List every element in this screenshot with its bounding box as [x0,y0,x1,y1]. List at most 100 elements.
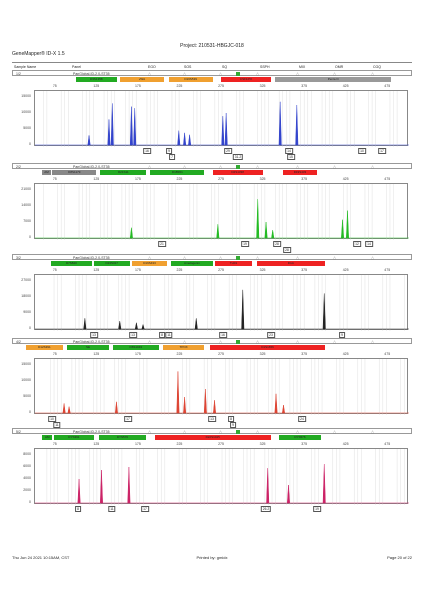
allele-peak[interactable] [77,478,81,504]
status-triangle-icon[interactable]: △ [296,71,300,76]
allele-peak[interactable] [322,463,326,504]
status-triangle-icon[interactable]: △ [371,71,375,76]
status-triangle-icon[interactable]: △ [296,255,300,260]
electropherogram-plot[interactable] [34,448,409,505]
allele-call-box[interactable]: 17 [124,416,132,422]
allele-call-box[interactable]: 16 [143,148,151,154]
marker-bin[interactable]: vWA [119,77,165,82]
status-triangle-icon[interactable]: △ [256,339,260,344]
allele-peak[interactable] [107,119,111,146]
status-triangle-icon[interactable]: △ [183,339,187,344]
marker-bin[interactable]: AM [42,170,51,175]
marker-bin[interactable]: D2S1338 [212,170,263,175]
status-triangle-icon[interactable]: △ [148,429,152,434]
status-triangle-icon[interactable]: △ [148,339,152,344]
status-triangle-icon[interactable]: △ [333,339,337,344]
allele-peak[interactable] [256,199,260,239]
marker-bin[interactable]: D21S11 [100,170,147,175]
allele-call-box[interactable]: 14 [285,148,293,154]
status-triangle-icon[interactable]: △ [333,71,337,76]
status-triangle-icon[interactable]: △ [296,164,300,169]
allele-peak[interactable] [213,400,216,414]
allele-call-box[interactable]: 26.2 [260,506,272,512]
status-triangle-icon[interactable]: △ [371,429,375,434]
marker-bin[interactable]: TPOX [162,345,205,350]
status-triangle-icon[interactable]: △ [333,164,337,169]
allele-peak[interactable] [118,320,122,330]
allele-call-box[interactable]: 7 [169,154,175,160]
allele-call-box[interactable]: 14 [365,241,373,247]
allele-call-box[interactable]: 9 [339,332,345,338]
marker-bin[interactable]: DYS391 [53,435,94,440]
allele-call-box[interactable]: 9 [166,148,172,154]
allele-peak[interactable] [188,134,192,146]
allele-peak[interactable] [177,130,181,146]
status-triangle-icon[interactable]: △ [219,164,223,169]
allele-peak[interactable] [194,318,198,330]
status-triangle-icon[interactable]: △ [333,429,337,434]
allele-peak[interactable] [241,289,245,330]
status-triangle-icon[interactable]: △ [148,71,152,76]
allele-peak[interactable] [176,371,180,414]
allele-call-box[interactable]: 19 [241,241,249,247]
marker-bin[interactable]: Amelogenin [171,261,213,266]
allele-peak[interactable] [133,108,137,146]
allele-call-box[interactable]: 23 [267,332,275,338]
marker-bin[interactable]: D6S1043 [112,345,159,350]
allele-call-box[interactable]: 21 [158,241,166,247]
allele-call-box[interactable]: 13 [90,332,98,338]
allele-call-box[interactable]: 10 [48,416,56,422]
allele-peak[interactable] [83,318,87,330]
allele-peak[interactable] [287,484,290,504]
allele-peak[interactable] [67,406,71,414]
status-triangle-icon[interactable]: △ [256,255,260,260]
allele-call-box[interactable]: 13 [129,332,137,338]
status-triangle-icon[interactable]: △ [148,255,152,260]
allele-call-box[interactable]: 11 [53,422,61,428]
allele-call-box[interactable]: 11 [108,506,116,512]
allele-peak[interactable] [129,227,133,239]
marker-bin[interactable]: AM [42,435,53,440]
status-triangle-icon[interactable]: △ [371,164,375,169]
allele-peak[interactable] [129,106,133,146]
allele-peak[interactable] [341,219,344,239]
allele-call-box[interactable]: 17 [141,506,149,512]
marker-bin[interactable]: D16S539 [168,77,213,82]
allele-call-box[interactable]: 8 [159,332,165,338]
marker-bin[interactable]: D22S1045 [154,435,271,440]
allele-peak[interactable] [183,132,187,146]
marker-bin[interactable]: Penta D [275,77,392,82]
marker-bin[interactable]: D18S51 [150,170,205,175]
allele-call-box[interactable]: 24 [298,416,306,422]
allele-call-box[interactable]: 28 [273,241,281,247]
status-triangle-icon[interactable]: △ [219,255,223,260]
allele-call-box[interactable]: 8 [75,506,81,512]
status-triangle-icon[interactable]: △ [333,255,337,260]
status-triangle-icon[interactable]: △ [256,71,260,76]
status-triangle-icon[interactable]: △ [183,429,187,434]
marker-bin[interactable]: D19S433 [132,261,167,266]
marker-bin[interactable]: D19S433 [283,170,317,175]
allele-call-box[interactable]: 17 [378,148,386,154]
marker-bin[interactable]: CSF1PO [221,77,271,82]
allele-call-box[interactable]: 9 [230,422,236,428]
allele-peak[interactable] [127,466,131,504]
status-triangle-icon[interactable]: △ [256,429,260,434]
allele-peak[interactable] [87,135,91,146]
allele-peak[interactable] [183,396,187,414]
status-triangle-icon[interactable]: △ [371,339,375,344]
allele-peak[interactable] [266,468,270,504]
status-triangle-icon[interactable]: △ [296,429,300,434]
allele-call-box[interactable]: 11 [165,332,173,338]
allele-call-box[interactable]: 19 [313,506,321,512]
status-triangle-icon[interactable]: △ [219,429,223,434]
electropherogram-plot[interactable] [34,358,409,415]
status-triangle-icon[interactable]: △ [296,339,300,344]
marker-bin[interactable]: D12S391 [25,345,64,350]
allele-peak[interactable] [203,388,207,414]
allele-peak[interactable] [282,404,285,414]
allele-call-box[interactable]: 31.2 [232,154,244,160]
allele-peak[interactable] [62,403,66,414]
allele-call-box[interactable]: 15 [287,154,295,160]
allele-peak[interactable] [274,393,278,414]
